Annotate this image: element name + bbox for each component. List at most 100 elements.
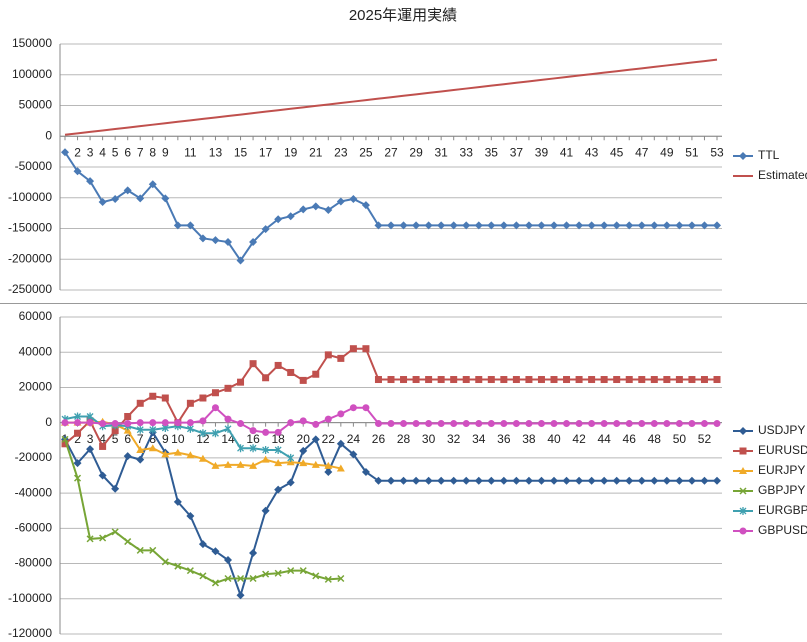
marker <box>237 574 245 583</box>
marker <box>625 221 634 230</box>
marker <box>613 420 621 428</box>
y-tick-label: -20000 <box>15 450 53 464</box>
marker <box>249 548 258 557</box>
marker <box>186 399 194 407</box>
x-tick-label: 41 <box>560 145 574 159</box>
y-tick-label: -200000 <box>8 251 52 265</box>
marker <box>274 485 283 494</box>
marker <box>299 446 308 455</box>
marker <box>425 420 433 428</box>
marker <box>299 417 307 425</box>
x-tick-label: 3 <box>87 145 94 159</box>
x-tick-label: 32 <box>447 432 461 446</box>
marker <box>73 459 82 468</box>
marker <box>274 428 282 436</box>
marker <box>299 459 308 467</box>
marker <box>474 476 483 485</box>
y-tick-label: 0 <box>45 128 52 142</box>
x-tick-label: 6 <box>124 432 131 446</box>
marker <box>237 444 244 453</box>
x-tick-label: 40 <box>547 432 561 446</box>
marker <box>299 376 307 384</box>
x-tick-label: 15 <box>234 145 248 159</box>
marker <box>499 221 508 230</box>
marker <box>324 575 332 583</box>
x-tick-label: 23 <box>334 145 348 159</box>
marker <box>236 460 245 468</box>
marker <box>700 476 709 485</box>
marker <box>337 574 345 583</box>
x-tick-label: 44 <box>597 432 611 446</box>
marker <box>74 429 82 437</box>
marker <box>475 420 483 428</box>
marker <box>499 476 508 485</box>
marker <box>512 221 521 230</box>
x-tick-label: 48 <box>648 432 662 446</box>
marker <box>136 445 145 453</box>
marker <box>625 420 633 428</box>
marker <box>525 376 533 384</box>
x-tick-label: 18 <box>271 432 285 446</box>
marker <box>174 419 182 427</box>
marker <box>324 467 333 476</box>
marker <box>500 420 508 428</box>
y-tick-label: 0 <box>45 415 52 429</box>
marker <box>312 420 320 428</box>
x-tick-label: 7 <box>137 432 144 446</box>
y-tick-label: -40000 <box>15 485 53 499</box>
x-tick-label: 34 <box>472 432 486 446</box>
marker <box>198 454 207 462</box>
marker <box>149 419 157 427</box>
marker <box>487 376 495 384</box>
marker <box>111 484 120 493</box>
x-tick-label: 42 <box>572 432 586 446</box>
marker <box>512 420 520 428</box>
marker <box>324 351 332 359</box>
x-tick-label: 17 <box>259 145 273 159</box>
marker <box>224 460 232 468</box>
x-tick-label: 39 <box>535 145 549 159</box>
marker <box>61 435 69 443</box>
marker <box>675 476 684 485</box>
marker <box>524 476 533 485</box>
marker <box>662 476 671 485</box>
marker <box>399 476 408 485</box>
marker <box>224 415 232 423</box>
marker <box>98 471 107 480</box>
marker <box>550 420 558 428</box>
marker <box>700 221 709 230</box>
x-tick-label: 8 <box>149 145 156 159</box>
marker <box>249 427 257 435</box>
marker <box>400 420 408 428</box>
marker <box>274 215 283 224</box>
marker <box>537 376 545 384</box>
x-tick-label: 9 <box>162 432 169 446</box>
marker <box>563 420 571 428</box>
x-tick-label: 6 <box>124 145 131 159</box>
marker <box>324 461 333 469</box>
marker <box>713 376 721 384</box>
marker <box>562 476 571 485</box>
x-tick-label: 46 <box>623 432 637 446</box>
legend-label: GBPJPY <box>758 483 805 497</box>
marker <box>349 194 358 203</box>
marker <box>512 376 520 384</box>
x-tick-label: 3 <box>87 432 94 446</box>
marker <box>287 419 295 427</box>
marker <box>86 419 94 427</box>
x-tick-label: 45 <box>610 145 624 159</box>
marker <box>613 376 621 384</box>
x-tick-label: 49 <box>660 145 674 159</box>
marker <box>637 476 646 485</box>
marker <box>387 476 395 485</box>
marker <box>249 444 257 453</box>
marker <box>700 420 708 428</box>
marker <box>424 221 433 230</box>
y-tick-label: -50000 <box>15 159 53 173</box>
y-tick-label: -150000 <box>8 221 52 235</box>
marker <box>662 221 671 230</box>
marker <box>449 221 458 230</box>
marker <box>224 574 232 583</box>
legend-marker <box>739 487 747 495</box>
